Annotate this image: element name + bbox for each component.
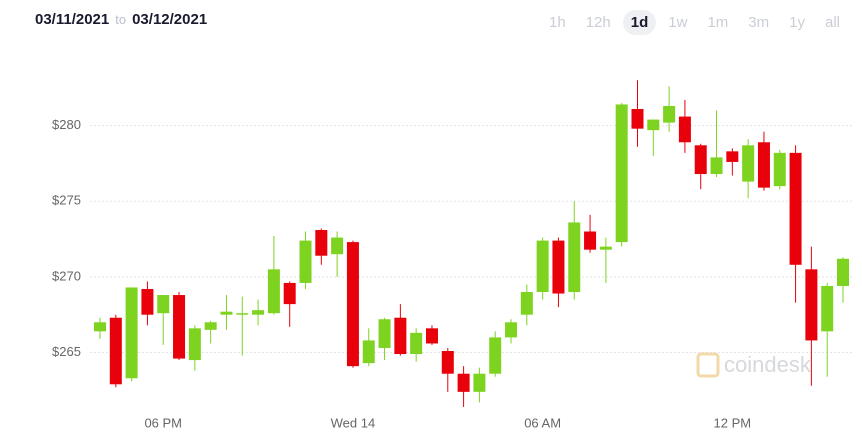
y-tick-label: $280: [52, 117, 81, 132]
candle-body: [204, 322, 217, 330]
candle-body: [837, 258, 849, 286]
candle-body: [584, 231, 597, 250]
candle-body: [188, 328, 201, 361]
candle-body: [441, 351, 454, 374]
candle-body: [473, 373, 486, 392]
x-tick-label: Wed 14: [331, 415, 376, 430]
candle-body: [252, 310, 265, 315]
watermark: coindesk: [724, 352, 812, 377]
candle-body: [678, 116, 691, 143]
y-tick-label: $275: [52, 193, 81, 208]
candle-body: [773, 152, 786, 187]
candle-body: [599, 246, 612, 250]
candle-body: [457, 373, 470, 392]
candle-body: [789, 152, 802, 265]
candle-body: [742, 145, 755, 182]
candle-body: [346, 242, 359, 367]
candle-body: [552, 240, 565, 294]
candle-body: [410, 332, 423, 355]
candle-body: [236, 313, 249, 315]
range-button[interactable]: 12h: [585, 14, 611, 31]
candle-body: [331, 237, 344, 255]
candle-body: [647, 119, 660, 131]
candle-body: [726, 151, 739, 162]
candle-body: [315, 230, 328, 256]
range-button[interactable]: all: [824, 14, 840, 31]
candle-body: [631, 108, 644, 129]
x-tick-label: 06 AM: [524, 415, 561, 430]
candle-body: [536, 240, 549, 293]
x-tick-label: 06 PM: [144, 415, 182, 430]
candle-body: [615, 104, 628, 243]
date-range: 03/11/2021 to 03/12/2021: [35, 11, 207, 28]
candle-body: [489, 337, 502, 374]
candle-body: [663, 105, 676, 123]
range-button[interactable]: 1w: [668, 14, 688, 31]
candle-body: [125, 287, 138, 379]
candle-body: [568, 222, 581, 293]
watermark-logo: [696, 352, 720, 378]
candle-body: [157, 295, 170, 314]
date-until: 03/12/2021: [132, 11, 208, 28]
candle-body: [710, 157, 723, 175]
date-from: 03/11/2021: [35, 11, 110, 28]
candle-body: [378, 319, 391, 348]
y-tick-label: $265: [52, 344, 81, 359]
range-button[interactable]: 1m: [707, 14, 729, 31]
candle-body: [520, 292, 533, 315]
candle-body: [299, 240, 312, 283]
range-button[interactable]: 1h: [549, 14, 566, 31]
candle-body: [505, 322, 518, 338]
y-tick-label: $270: [52, 268, 81, 283]
candle-body: [220, 311, 233, 315]
candle-body: [805, 269, 818, 341]
candle-body: [394, 317, 407, 355]
candle-body: [94, 322, 106, 332]
candle-body: [362, 340, 375, 364]
candle-body: [173, 295, 186, 359]
candle-body: [694, 145, 707, 175]
range-button[interactable]: 1y: [789, 14, 805, 31]
candle-body: [283, 282, 296, 305]
candle-body: [267, 269, 280, 314]
candle-body: [141, 288, 154, 315]
candle-body: [109, 317, 122, 385]
range-button[interactable]: 1d: [622, 10, 657, 35]
range-button[interactable]: 3m: [748, 14, 770, 31]
x-tick-label: 12 PM: [714, 415, 752, 430]
range-selector: 1h 12h 1d 1w 1m 3m 1y all: [541, 10, 848, 35]
date-to-word: to: [115, 12, 127, 27]
candle-body: [425, 328, 438, 344]
candle-body: [821, 285, 834, 332]
candle-body: [757, 142, 770, 188]
